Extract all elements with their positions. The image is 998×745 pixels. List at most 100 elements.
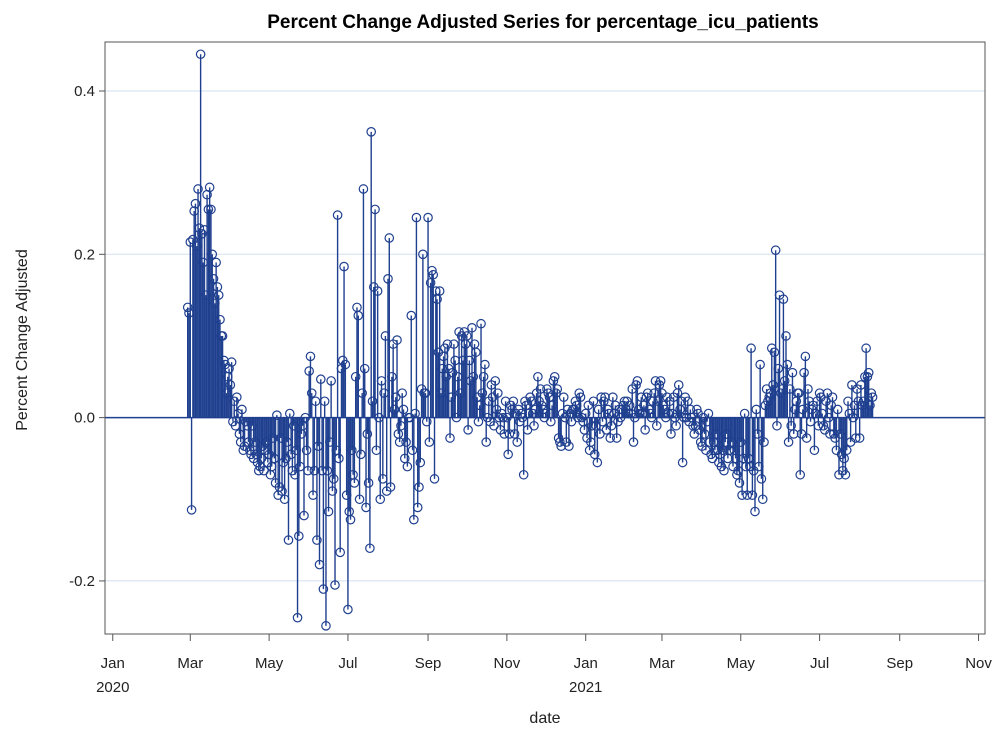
data-point [779, 376, 790, 386]
data-point [801, 433, 812, 443]
data-point [358, 184, 369, 194]
data-point [797, 404, 808, 415]
data-point [370, 204, 380, 215]
data-point [322, 465, 333, 476]
data-point [186, 505, 197, 515]
data-point [226, 357, 237, 367]
data-point [571, 400, 582, 411]
data-point [468, 371, 479, 382]
data-point [313, 441, 324, 451]
data-point [247, 420, 258, 431]
data-point [330, 580, 340, 590]
data-point [458, 355, 468, 366]
data-point [671, 420, 681, 431]
data-point [325, 437, 335, 447]
data-point [445, 433, 455, 443]
data-point [374, 412, 384, 423]
data-point [605, 433, 616, 443]
data-point [415, 457, 426, 468]
data-point [366, 127, 376, 137]
data-point [508, 396, 519, 407]
data-point [184, 308, 194, 318]
data-point [476, 318, 486, 329]
data-point [862, 371, 873, 382]
data-point [832, 404, 843, 415]
data-point [535, 384, 546, 394]
data-point [574, 388, 585, 398]
data-point [769, 347, 780, 358]
x-tick-year-label: 2020 [96, 679, 129, 696]
data-point [747, 490, 758, 500]
data-point [481, 437, 492, 447]
data-point [543, 388, 554, 398]
data-point [326, 376, 336, 386]
data-point [551, 388, 561, 398]
data-point [455, 388, 466, 398]
x-tick-label: May [255, 655, 284, 672]
data-point [375, 494, 386, 505]
data-point [394, 437, 405, 447]
data-point [207, 249, 218, 260]
data-point [294, 531, 304, 541]
data-point [446, 392, 457, 402]
data-point [410, 408, 420, 419]
data-point [402, 461, 413, 472]
x-axis: Jan 2020 Mar May Jul Sep Nov Jan 2021 Mar May Jul Se… [96, 634, 992, 696]
y-tick-label: -0.2 [69, 573, 95, 590]
data-point [818, 420, 829, 431]
data-point [182, 302, 193, 313]
data-point [586, 437, 596, 447]
data-point [335, 547, 345, 558]
data-point [217, 331, 228, 341]
data-point [604, 408, 614, 419]
data-point [861, 343, 871, 354]
data-point [788, 429, 799, 439]
data-point [268, 433, 278, 443]
data-point [213, 290, 224, 300]
data-point [558, 392, 569, 402]
x-tick-label: Nov [494, 655, 521, 672]
data-point [799, 367, 809, 378]
data-point [449, 339, 459, 349]
data-point [755, 359, 765, 370]
data-point [564, 441, 574, 451]
data-point [204, 182, 215, 193]
data-point [392, 335, 402, 345]
x-tick-label: Mar [649, 655, 675, 672]
data-point [328, 474, 339, 484]
chart-title: Percent Change Adjusted Series for perce… [267, 12, 819, 33]
data-point [450, 355, 460, 366]
x-tick-label: Jan [574, 655, 598, 672]
data-point [451, 412, 462, 423]
data-point [272, 410, 282, 420]
data-point [645, 408, 656, 419]
data-point [526, 396, 537, 407]
data-point [398, 404, 409, 415]
data-point [437, 363, 448, 374]
data-point [282, 437, 293, 447]
data-point [349, 478, 360, 488]
data-point [411, 212, 422, 223]
data-point [549, 371, 560, 382]
data-point [376, 376, 387, 386]
data-point [646, 412, 657, 423]
data-point [854, 433, 865, 443]
data-point [742, 490, 753, 500]
data-point [301, 445, 312, 456]
data-point [356, 449, 366, 460]
data-point [677, 457, 688, 468]
data-point [230, 420, 241, 431]
y-axis-label: Percent Change Adjusted [14, 249, 31, 430]
data-point [666, 429, 676, 439]
data-point [362, 429, 373, 439]
data-point [867, 392, 878, 402]
data-point [474, 400, 485, 411]
data-point [730, 453, 741, 464]
data-point [195, 49, 206, 60]
data-point [781, 331, 791, 341]
data-point [283, 535, 294, 545]
data-point [776, 388, 786, 398]
data-point [303, 465, 313, 476]
data-point [655, 376, 666, 386]
data-point [471, 347, 481, 358]
